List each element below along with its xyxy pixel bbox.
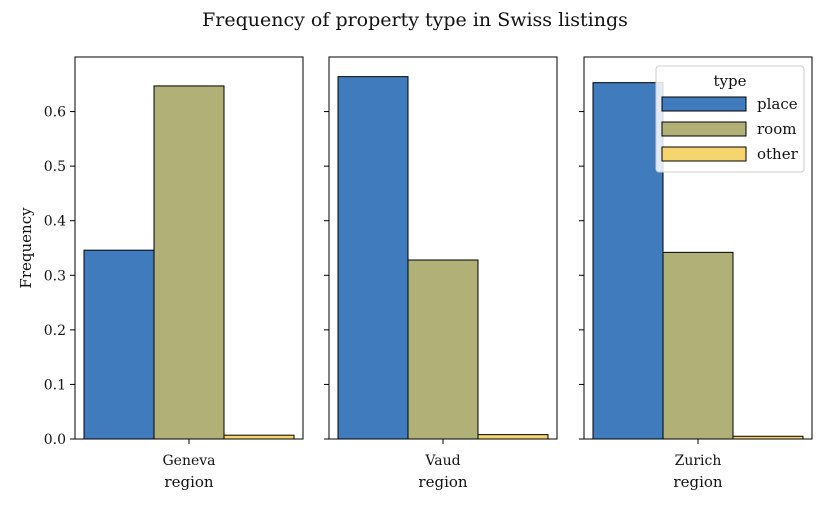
legend-label-other: other — [757, 145, 799, 163]
x-tick-label: Zurich — [675, 453, 722, 469]
y-tick-label: 0.3 — [44, 268, 66, 284]
legend-label-room: room — [757, 120, 796, 138]
legend-title: type — [714, 72, 747, 90]
y-tick-label: 0.0 — [44, 432, 66, 448]
panel-vaud: Vaud region — [324, 56, 558, 491]
panel-zurich: Zurich region — [579, 56, 813, 491]
y-tick-label: 0.4 — [44, 214, 66, 230]
bar-zurich-room — [662, 251, 734, 440]
x-tick-label: Geneva — [162, 453, 215, 469]
y-tick-label: 0.5 — [44, 159, 66, 175]
y-tick-label: 0.6 — [44, 105, 66, 121]
legend-swatch-other — [661, 146, 747, 162]
bar-geneva-place — [83, 249, 155, 440]
bar-geneva-other — [223, 434, 295, 440]
panels: 0.0 0.1 0.2 0.3 0.4 0.5 0.6 Geneva region Vaud reg… — [44, 56, 813, 491]
x-tick-label: Vaud — [424, 453, 460, 469]
x-axis-label: region — [673, 473, 722, 491]
bar-geneva-room — [153, 85, 225, 440]
legend-label-place: place — [757, 95, 798, 113]
x-axis-label: region — [418, 473, 467, 491]
chart-title: Frequency of property type in Swiss list… — [202, 9, 628, 31]
bar-vaud-place — [337, 76, 409, 440]
bar-zurich-place — [592, 82, 664, 440]
panel-geneva: 0.0 0.1 0.2 0.3 0.4 0.5 0.6 Geneva region — [44, 56, 304, 491]
y-tick-label: 0.2 — [44, 323, 66, 339]
legend-swatch-place — [661, 96, 747, 112]
legend: type place room other — [655, 65, 805, 173]
x-axis-label: region — [164, 473, 213, 491]
bar-vaud-other — [477, 434, 549, 440]
y-tick-label: 0.1 — [44, 377, 66, 393]
bar-vaud-room — [407, 259, 479, 440]
legend-box — [655, 65, 805, 173]
legend-swatch-room — [661, 121, 747, 137]
y-axis-label: Frequency — [17, 207, 35, 289]
